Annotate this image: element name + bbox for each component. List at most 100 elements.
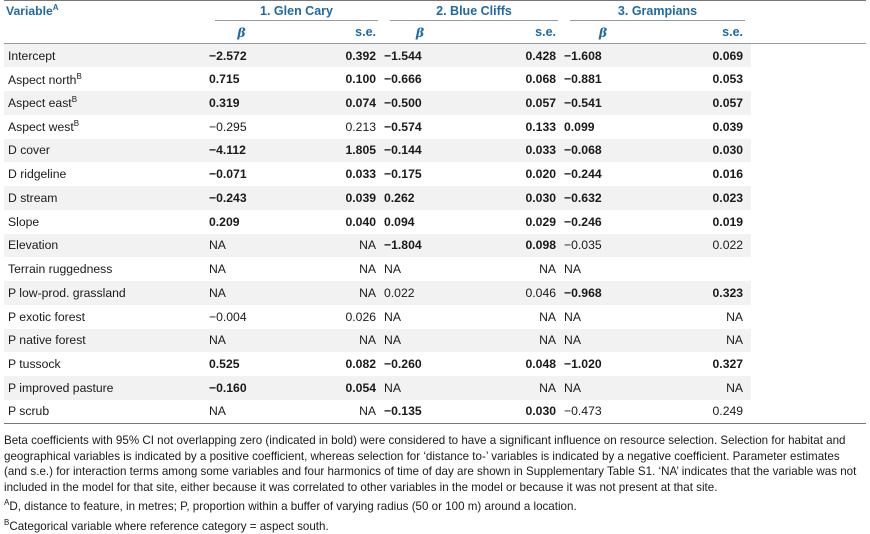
variable-header: VariableA xyxy=(6,3,59,19)
se-value: 0.046 xyxy=(525,285,557,300)
se-value: 0.048 xyxy=(525,357,557,372)
beta-value: 0.094 xyxy=(384,214,415,229)
table-row: Elevation NA NA −1.804 0.098 −0.035 0.022 xyxy=(4,233,867,258)
table-row: D ridgeline −0.071 0.033 −0.175 0.020 −0.244 0… xyxy=(4,162,867,186)
table-row: Intercept −2.572 0.392 −1.544 0.428 −1.608 0.0… xyxy=(4,43,867,68)
se-value: 0.074 xyxy=(345,95,377,110)
se-value: 0.082 xyxy=(345,357,377,372)
table-body: Intercept −2.572 0.392 −1.544 0.428 −1.608 0.0… xyxy=(4,43,867,424)
se-value: 0.030 xyxy=(712,143,744,158)
beta-value: −0.968 xyxy=(564,285,602,300)
se-value: 0.039 xyxy=(345,190,377,205)
se-value: 0.057 xyxy=(525,95,557,110)
se-value: 0.323 xyxy=(712,285,744,300)
beta-value: 0.022 xyxy=(384,285,415,300)
beta-value: 0.099 xyxy=(564,119,595,134)
beta-value: −0.244 xyxy=(564,167,602,182)
beta-value: −0.500 xyxy=(384,95,422,110)
table-row: Terrain ruggedness NA NA NA NA NA xyxy=(4,257,867,281)
beta-value: −0.175 xyxy=(384,167,422,182)
beta-value: 0.715 xyxy=(209,72,240,87)
se-value: 0.026 xyxy=(345,309,377,324)
variable-name: Aspect eastB xyxy=(8,95,78,111)
variable-name: Elevation xyxy=(8,238,59,253)
group-header-grampians: 3. Grampians xyxy=(564,1,751,21)
table-row: P scrub NA NA −0.135 0.030 −0.473 0.249 xyxy=(4,399,867,424)
variable-name: D ridgeline xyxy=(8,167,67,182)
se-value: 1.805 xyxy=(345,143,377,158)
beta-header: β xyxy=(415,24,425,40)
beta-value: 0.319 xyxy=(209,95,240,110)
beta-value: −0.632 xyxy=(564,190,602,205)
beta-value: −0.035 xyxy=(564,238,602,253)
se-value: NA xyxy=(539,333,557,348)
beta-value: −0.071 xyxy=(209,167,247,182)
variable-name: Aspect northB xyxy=(8,71,82,87)
se-value: 0.030 xyxy=(525,404,557,419)
se-value: 0.213 xyxy=(345,119,377,134)
beta-value: −0.068 xyxy=(564,143,602,158)
variable-name: Terrain ruggedness xyxy=(8,262,113,277)
variable-name: P exotic forest xyxy=(8,309,85,324)
beta-value: −0.473 xyxy=(564,404,602,419)
variable-name: P low-prod. grassland xyxy=(8,285,126,300)
beta-value: −0.135 xyxy=(384,404,422,419)
se-header: s.e. xyxy=(722,25,744,39)
beta-value: NA xyxy=(384,309,401,324)
table-row: Aspect westB −0.295 0.213 −0.574 0.133 0.099 0… xyxy=(4,114,867,139)
se-value: NA xyxy=(726,309,744,324)
variable-name: Intercept xyxy=(8,48,56,63)
beta-value: −0.541 xyxy=(564,95,602,110)
note-b: BCategorical variable where reference ca… xyxy=(4,517,329,533)
se-value: 0.133 xyxy=(525,119,557,134)
se-value: 0.016 xyxy=(712,167,744,182)
beta-value: −4.112 xyxy=(209,143,246,158)
se-value: NA xyxy=(539,262,557,277)
se-value: 0.327 xyxy=(712,357,744,372)
variable-name: Aspect westB xyxy=(8,119,80,135)
table-subheader-row: β s.e. β s.e. β s.e. xyxy=(4,21,867,44)
variable-name: P scrub xyxy=(8,404,50,419)
beta-value: −0.666 xyxy=(384,72,422,87)
coefficient-table: VariableA 1. Glen Cary 2. Blue Cliffs 3.… xyxy=(4,0,867,424)
note-main: Beta coefficients with 95% CI not overla… xyxy=(4,434,857,494)
se-value: NA xyxy=(539,380,557,395)
beta-value: NA xyxy=(384,262,401,277)
beta-value: −0.574 xyxy=(384,119,422,134)
beta-value: 0.262 xyxy=(384,190,415,205)
table-row: Aspect eastB 0.319 0.074 −0.500 0.057 −0.541 0… xyxy=(4,91,867,115)
beta-header: β xyxy=(598,24,608,40)
se-value: 0.057 xyxy=(712,95,744,110)
se-value: NA xyxy=(359,404,377,419)
beta-value: −1.804 xyxy=(384,238,422,253)
table-row: P native forest NA NA NA NA NA NA xyxy=(4,328,867,353)
note-a: AD, distance to feature, in metres; P, p… xyxy=(4,498,577,514)
se-value: 0.392 xyxy=(345,48,377,63)
se-value: 0.030 xyxy=(525,190,557,205)
beta-value: NA xyxy=(384,333,401,348)
beta-value: −0.004 xyxy=(209,309,247,324)
table-row: D cover −4.112 1.805 −0.144 0.033 −0.068 0.030 xyxy=(4,138,867,163)
beta-value: −0.295 xyxy=(209,119,247,134)
se-value: NA xyxy=(726,333,744,348)
se-value: NA xyxy=(359,333,377,348)
table-row: P improved pasture −0.160 0.054 NA NA NA NA xyxy=(4,376,867,400)
se-value: 0.022 xyxy=(712,238,744,253)
se-value: 0.068 xyxy=(525,72,557,87)
group-header-glen-cary: 1. Glen Cary xyxy=(209,1,384,21)
beta-value: NA xyxy=(564,262,581,277)
empty-header-cell xyxy=(4,21,209,44)
table-notes: Beta coefficients with 95% CI not overla… xyxy=(4,433,866,534)
beta-header: β xyxy=(237,24,246,40)
beta-value: NA xyxy=(564,309,581,324)
beta-value: −2.572 xyxy=(209,48,247,63)
se-value: NA xyxy=(539,309,557,324)
beta-value: NA xyxy=(384,380,401,395)
se-value: 0.019 xyxy=(712,214,744,229)
beta-value: −1.608 xyxy=(564,48,602,63)
table-row: P exotic forest −0.004 0.026 NA NA NA NA xyxy=(4,304,867,329)
se-header: s.e. xyxy=(355,25,377,39)
beta-value: NA xyxy=(209,262,226,277)
table-header-row: VariableA 1. Glen Cary 2. Blue Cliffs 3.… xyxy=(4,0,867,21)
